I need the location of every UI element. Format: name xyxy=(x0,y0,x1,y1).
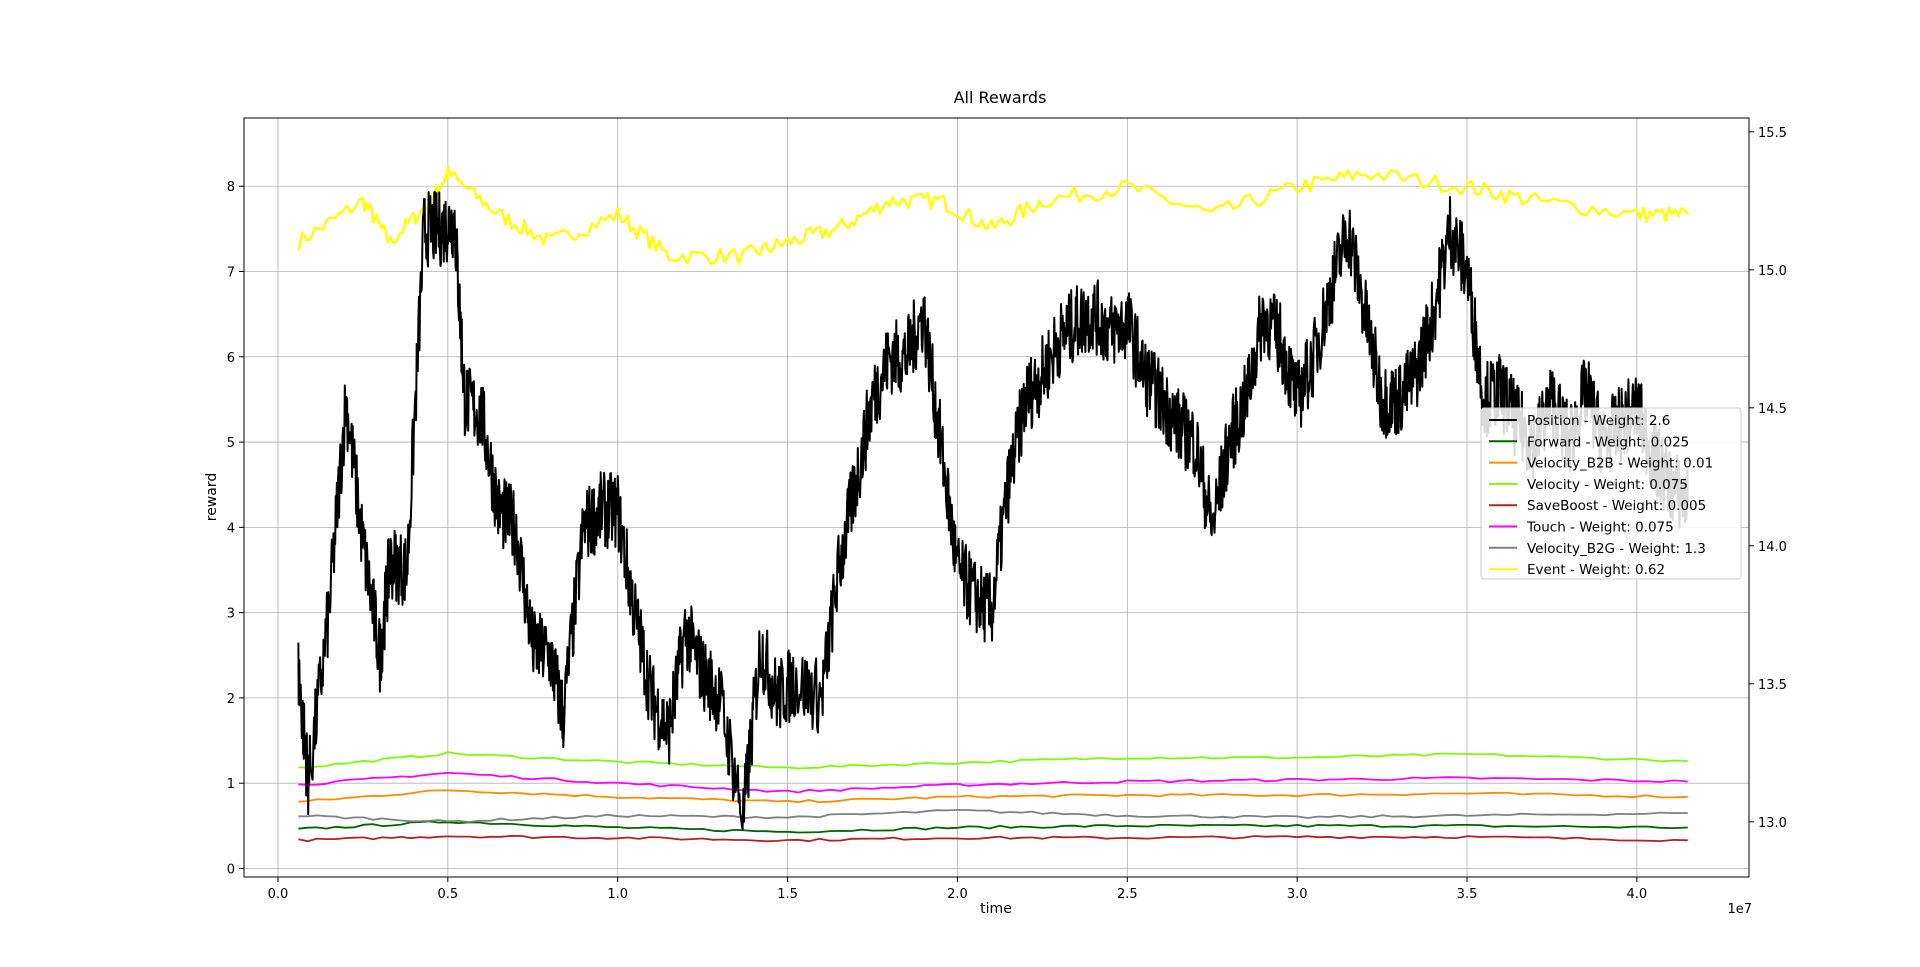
x-tick-label: 4.0 xyxy=(1627,887,1648,902)
y2-tick-label: 13.0 xyxy=(1758,816,1787,831)
x-ticks: 0.0 0.5 1.0 1.5 2.0 2.5 3.0 3.5 4.0 xyxy=(268,877,1648,902)
legend-entry: Event - Weight: 0.62 xyxy=(1527,562,1665,578)
y-tick-label: 4 xyxy=(227,521,235,536)
series-line-4 xyxy=(298,835,1688,843)
y2-tick-label: 14.0 xyxy=(1758,540,1787,555)
y-tick-label: 5 xyxy=(227,436,235,451)
legend-entry: SaveBoost - Weight: 0.005 xyxy=(1527,498,1706,514)
legend-entry: Velocity - Weight: 0.075 xyxy=(1527,477,1688,493)
x-tick-label: 0.5 xyxy=(437,887,458,902)
legend-entry: Position - Weight: 2.6 xyxy=(1527,413,1670,429)
y-tick-label: 6 xyxy=(227,351,235,366)
x-axis-label: time xyxy=(980,901,1012,917)
y-tick-label: 0 xyxy=(227,862,235,877)
series-line-0 xyxy=(297,190,1689,831)
x-tick-label: 2.5 xyxy=(1117,887,1138,902)
series-line-6 xyxy=(298,809,1688,823)
series-line-5 xyxy=(298,772,1688,794)
y-tick-label: 3 xyxy=(227,607,235,622)
x-offset-label: 1e7 xyxy=(1727,902,1752,917)
series-line-7 xyxy=(297,165,1689,265)
y-tick-label: 2 xyxy=(227,692,235,707)
legend-entry: Velocity_B2B - Weight: 0.01 xyxy=(1527,456,1713,472)
legend: Position - Weight: 2.6 Forward - Weight: … xyxy=(1480,407,1742,580)
series-line-1 xyxy=(298,820,1688,834)
y-tick-label: 8 xyxy=(227,180,235,195)
plot-area xyxy=(243,117,1750,878)
y-ticks: 0 1 2 3 4 5 6 7 8 xyxy=(227,180,244,877)
x-tick-label: 1.0 xyxy=(607,887,628,902)
x-tick-label: 2.0 xyxy=(947,887,968,902)
chart-title: All Rewards xyxy=(954,88,1047,107)
x-tick-label: 3.0 xyxy=(1287,887,1308,902)
y2-tick-label: 15.0 xyxy=(1758,264,1787,279)
y-tick-label: 1 xyxy=(227,777,235,792)
series-lines xyxy=(297,165,1689,843)
x-tick-label: 3.5 xyxy=(1457,887,1478,902)
series-line-3 xyxy=(298,751,1688,770)
legend-entry: Forward - Weight: 0.025 xyxy=(1527,434,1689,450)
y-tick-label: 7 xyxy=(227,266,235,281)
legend-entry: Touch - Weight: 0.075 xyxy=(1526,520,1674,536)
y2-ticks: 13.0 13.5 14.0 14.5 15.0 15.5 xyxy=(1749,126,1787,831)
legend-entry: Velocity_B2G - Weight: 1.3 xyxy=(1527,541,1706,557)
series-line-2 xyxy=(298,789,1688,804)
y2-tick-label: 14.5 xyxy=(1758,402,1787,417)
y2-tick-label: 15.5 xyxy=(1758,126,1787,141)
y-axis-label: reward xyxy=(204,473,220,522)
legend-box xyxy=(1480,407,1742,580)
x-tick-label: 0.0 xyxy=(268,887,289,902)
y2-tick-label: 13.5 xyxy=(1758,678,1787,693)
x-tick-label: 1.5 xyxy=(777,887,798,902)
